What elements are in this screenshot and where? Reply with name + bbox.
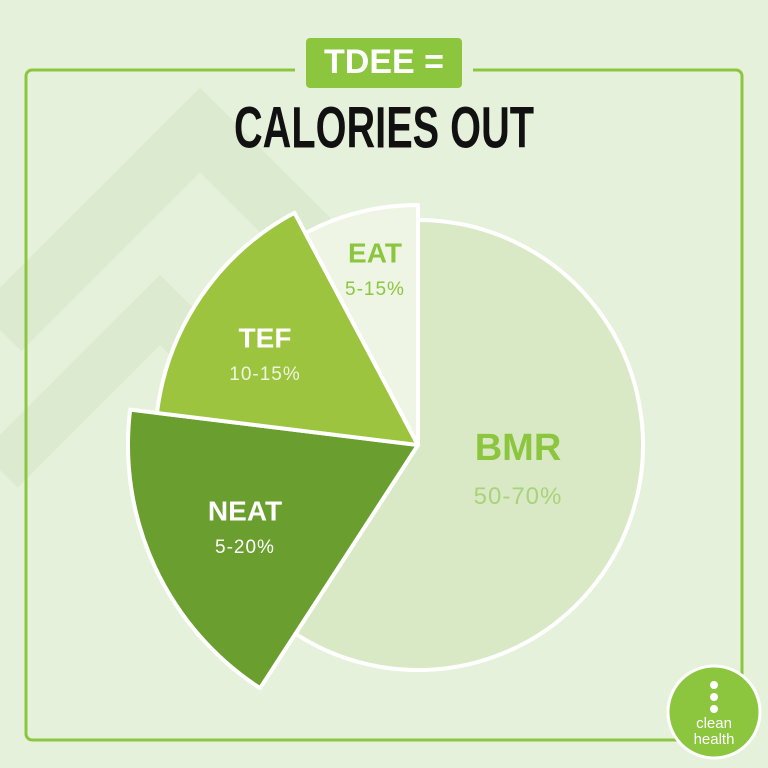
segment-name: BMR <box>475 427 562 469</box>
segment-range: 5-20% <box>215 537 275 558</box>
logo-dot <box>710 705 718 713</box>
wedge <box>154 210 420 447</box>
logo-dot <box>710 693 718 701</box>
labels: BMR 50-70% NEAT 5-20% TEF 10-15% EAT 5-15% <box>208 237 563 558</box>
title: CALORIES OUT <box>234 95 534 160</box>
badge <box>306 38 462 88</box>
wedge <box>303 203 420 447</box>
segment-range: 5-15% <box>345 279 405 300</box>
pie <box>126 203 645 691</box>
segment-range: 10-15% <box>229 364 301 385</box>
segment-range: 50-70% <box>474 483 563 510</box>
logo-dot <box>710 681 718 689</box>
logo-text: clean <box>696 715 732 732</box>
badge-text: TDEE = <box>324 43 444 81</box>
segment-name: TEF <box>239 322 292 353</box>
wedge <box>293 218 645 672</box>
wedge <box>126 407 420 691</box>
segment-name: NEAT <box>208 495 282 526</box>
segment-name: EAT <box>348 237 402 268</box>
logo-text: health <box>694 731 735 748</box>
